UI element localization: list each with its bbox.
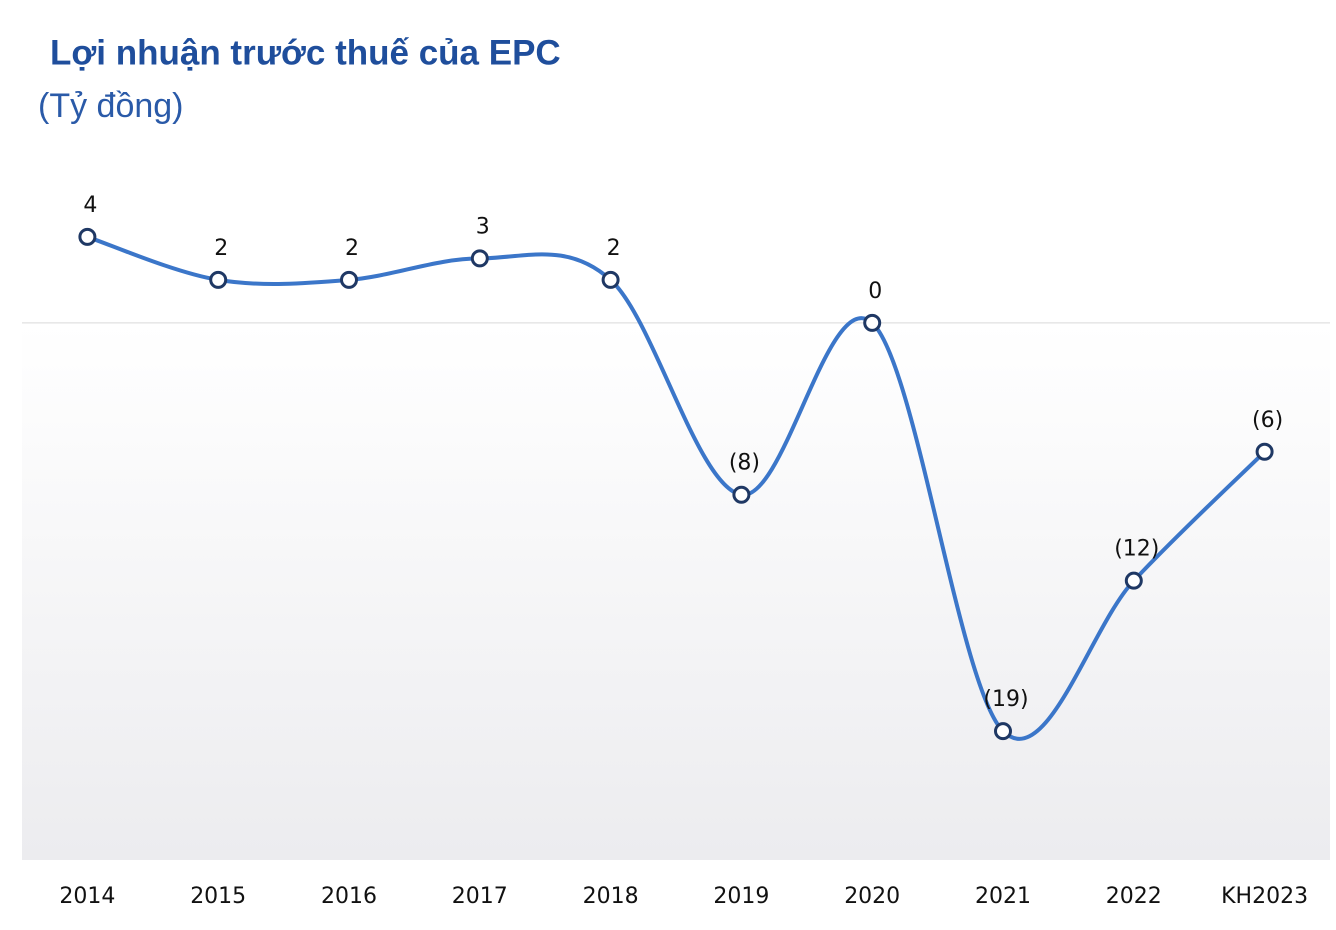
data-label: 4 xyxy=(83,193,97,218)
x-tick-label: 2022 xyxy=(1106,884,1162,909)
marker xyxy=(470,249,489,268)
marker xyxy=(1255,442,1274,461)
data-label: (6) xyxy=(1252,408,1283,433)
x-tick-label: 2019 xyxy=(713,884,769,909)
x-tick-label: KH2023 xyxy=(1221,884,1308,909)
marker xyxy=(994,722,1012,741)
marker xyxy=(1124,571,1143,590)
x-tick-label: 2018 xyxy=(583,884,639,909)
data-label: 0 xyxy=(868,279,882,304)
data-label: (8) xyxy=(729,451,760,476)
data-label: (19) xyxy=(983,687,1028,712)
marker xyxy=(732,485,751,504)
chart-subtitle: (Tỷ đồng) xyxy=(38,87,184,125)
data-label: 3 xyxy=(476,214,490,239)
data-label: 2 xyxy=(607,236,621,261)
x-tick-label: 2021 xyxy=(975,884,1031,909)
x-tick-label: 2015 xyxy=(190,884,246,909)
marker xyxy=(340,270,358,289)
chart-title: Lợi nhuận trước thuế của EPC xyxy=(50,33,561,72)
x-tick-label: 2016 xyxy=(321,884,377,909)
marker xyxy=(209,270,228,289)
marker xyxy=(601,270,620,289)
marker xyxy=(78,227,97,246)
plot-background xyxy=(22,322,1330,860)
data-label: 2 xyxy=(345,236,359,261)
x-tick-label: 2014 xyxy=(59,884,115,909)
data-label: (12) xyxy=(1114,537,1159,562)
x-tick-label: 2017 xyxy=(452,884,508,909)
data-label: 2 xyxy=(214,236,228,261)
marker xyxy=(863,313,882,332)
x-tick-label: 2020 xyxy=(844,884,900,909)
